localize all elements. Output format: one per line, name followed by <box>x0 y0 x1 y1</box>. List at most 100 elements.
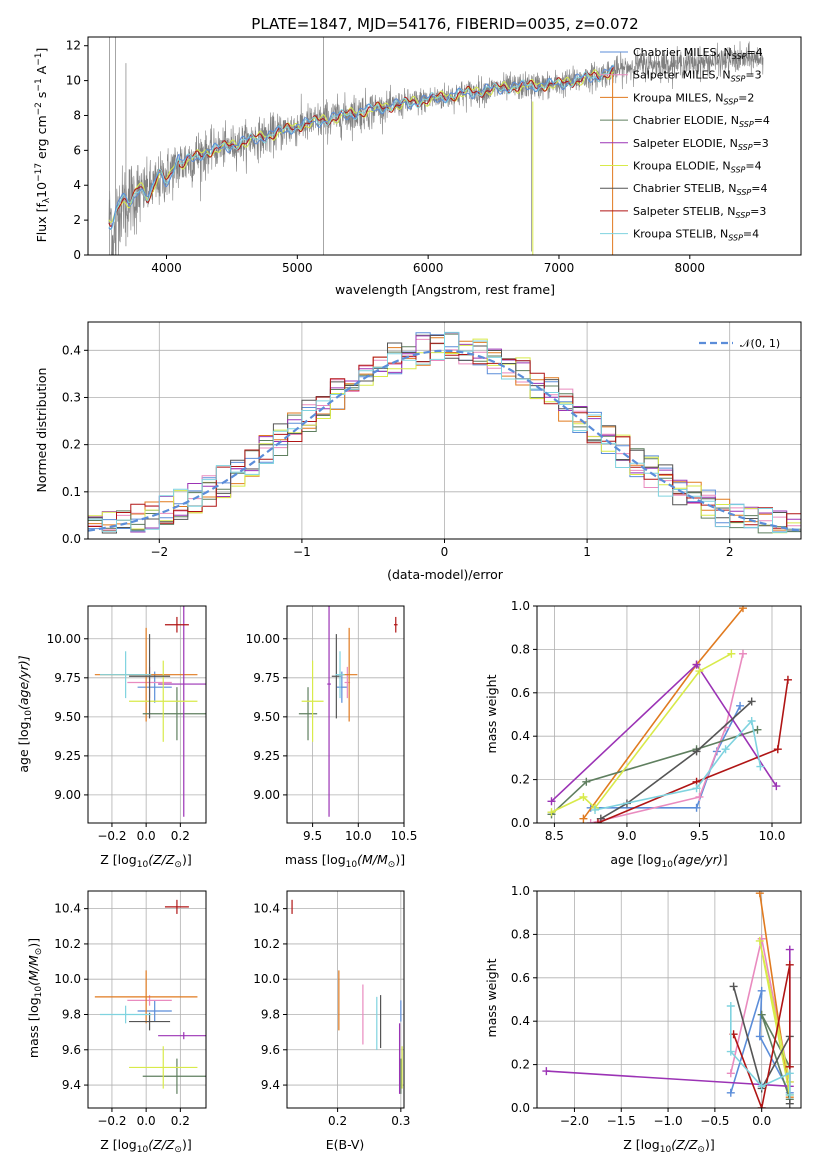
y-tick-label: 9.8 <box>62 1007 81 1021</box>
weight-marker-kroupa_elodie <box>579 792 588 801</box>
y-tick-label: 0.6 <box>511 971 530 985</box>
z-xlabel-3: Z [log10(Z/Z⊙)] <box>623 1137 714 1155</box>
z-xlabel-2: Z [log10(Z/Z⊙)] <box>100 1137 191 1155</box>
y-tick-label: 0.3 <box>62 390 81 404</box>
x-tick-label: 0.2 <box>171 829 190 843</box>
weight-marker-kroupa_stelib <box>726 1047 735 1056</box>
y-tick-label: 9.25 <box>253 749 280 763</box>
x-tick-label: 10.5 <box>391 829 418 843</box>
x-tick-label: −2 <box>150 545 168 559</box>
weight-vs-age-axes: 8.5 9.0 9.5 10.0 0.0 0.2 0.4 0.6 0.8 1.0 <box>511 599 802 843</box>
y-tick-label: 9.25 <box>54 749 81 763</box>
weight-line-chabrier_stelib <box>600 700 753 820</box>
weight-marker-chabrier_stelib <box>692 747 701 756</box>
legend-entry: Chabrier MILES, NSSP=4 <box>633 46 763 61</box>
weight-marker-kroupa_stelib <box>591 805 600 814</box>
weight-marker-salpeter_elodie <box>692 660 701 669</box>
hist-ylabel: Normed distribution <box>34 368 49 493</box>
plot-area <box>542 891 794 1108</box>
axes-frame <box>87 890 207 1109</box>
weight-marker-salpeter_stelib <box>785 960 794 969</box>
x-tick-label: −1 <box>293 545 311 559</box>
weight-marker-chabrier_miles <box>736 701 745 710</box>
legend-entry: Kroupa ELODIE, NSSP=4 <box>633 160 762 175</box>
x-tick-label: 0.0 <box>752 1114 771 1128</box>
y-tick-label: 0.8 <box>511 927 530 941</box>
weight-marker-chabrier_stelib <box>785 1099 794 1108</box>
weight-marker-chabrier_elodie <box>753 725 762 734</box>
mass-vs-z-axes: −0.2 0.0 0.2 9.4 9.6 9.8 10.0 10.2 10.4 <box>54 890 207 1128</box>
y-tick-label: 0.8 <box>511 642 530 656</box>
y-tick-label: 0.2 <box>62 438 81 452</box>
y-tick-label: 10.2 <box>54 937 81 951</box>
y-tick-label: 0.4 <box>62 343 81 357</box>
x-tick-label: 10.0 <box>345 829 372 843</box>
x-tick-label: 9.5 <box>690 829 709 843</box>
weight-vs-z-axes: −2.0 −1.5 −1.0 −0.5 0.0 0.0 0.2 0.4 0.6 0.8 1.0 <box>511 884 802 1128</box>
mass-xlabel: mass [log10(M/M⊙)] <box>285 852 405 870</box>
mw-z-ylabel: mass weight <box>484 958 499 1037</box>
axes-frame <box>87 36 802 256</box>
y-tick-label: 0.0 <box>511 1101 530 1115</box>
weight-line-salpeter_stelib <box>597 679 789 823</box>
weight-line-salpeter_miles <box>590 653 744 823</box>
plot-area <box>88 331 801 534</box>
legend-entry: Salpeter STELIB, NSSP=3 <box>633 205 766 220</box>
x-tick-label: 1 <box>583 545 591 559</box>
weight-marker-kroupa_elodie <box>727 649 736 658</box>
weight-marker-chabrier_miles <box>757 986 766 995</box>
weight-marker-chabrier_stelib <box>729 982 738 991</box>
y-tick-label: 9.6 <box>261 1043 280 1057</box>
weight-marker-kroupa_elodie <box>547 808 556 817</box>
y-tick-label: 2 <box>73 213 81 227</box>
figure-title: PLATE=1847, MJD=54176, FIBERID=0035, z=0… <box>251 15 638 33</box>
y-tick-label: 9.75 <box>54 671 81 685</box>
age-vs-mass-axes: 9.5 10.0 10.5 9.00 9.25 9.50 9.75 10.00 <box>246 605 418 843</box>
y-tick-label: 9.50 <box>54 710 81 724</box>
mw-age-ylabel: mass weight <box>484 674 499 753</box>
y-tick-label: 9.50 <box>253 710 280 724</box>
plot-area <box>298 606 398 817</box>
y-tick-label: 9.00 <box>54 788 81 802</box>
weight-marker-kroupa_stelib <box>692 784 701 793</box>
weight-marker-chabrier_miles <box>755 1032 764 1041</box>
x-tick-label: 2 <box>726 545 734 559</box>
x-tick-label: 9.5 <box>303 829 322 843</box>
y-tick-label: 4 <box>73 178 81 192</box>
y-tick-label: 0.0 <box>511 816 530 830</box>
legend-entry: Chabrier ELODIE, NSSP=4 <box>633 114 770 129</box>
y-tick-label: 10 <box>66 74 81 88</box>
x-tick-label: −0.2 <box>97 829 126 843</box>
x-tick-label: 0 <box>441 545 449 559</box>
age-vs-z-axes: −0.2 0.0 0.2 9.00 9.25 9.50 9.75 10.00 <box>47 605 207 843</box>
x-tick-label: 10.0 <box>759 829 786 843</box>
y-tick-label: 10.2 <box>253 937 280 951</box>
hist-xlabel: (data-model)/error <box>387 567 504 582</box>
y-tick-label: 10.00 <box>47 632 81 646</box>
y-tick-label: 10.00 <box>246 632 280 646</box>
weight-marker-kroupa_stelib <box>756 762 765 771</box>
spectrum-model-salpeter_stelib <box>108 67 615 227</box>
spec-xlabel: wavelength [Angstrom, rest frame] <box>335 282 555 297</box>
weight-marker-kroupa_stelib <box>721 745 730 754</box>
y-tick-label: 0.1 <box>62 485 81 499</box>
y-tick-label: 9.4 <box>261 1078 280 1092</box>
plot-area <box>547 606 792 823</box>
z-xlabel-1: Z [log10(Z/Z⊙)] <box>100 852 191 870</box>
x-tick-label: −0.2 <box>97 1114 126 1128</box>
plot-area <box>94 899 206 1094</box>
weight-line-chabrier_elodie <box>550 728 758 815</box>
weight-marker-kroupa_stelib <box>726 1002 735 1011</box>
spectrum-model-kroupa_stelib <box>108 64 614 230</box>
weight-marker-salpeter_miles <box>738 649 747 658</box>
weight-marker-kroupa_stelib <box>757 1082 766 1091</box>
weight-marker-chabrier_miles <box>726 1088 735 1097</box>
y-tick-label: 9.00 <box>253 788 280 802</box>
legend-entry: Chabrier STELIB, NSSP=4 <box>633 182 767 197</box>
weight-marker-kroupa_miles <box>755 891 764 898</box>
axes-frame <box>286 890 405 1109</box>
weight-marker-kroupa_miles <box>738 606 747 613</box>
histogram-kroupa_stelib <box>88 331 801 533</box>
y-tick-label: 0 <box>73 248 81 262</box>
